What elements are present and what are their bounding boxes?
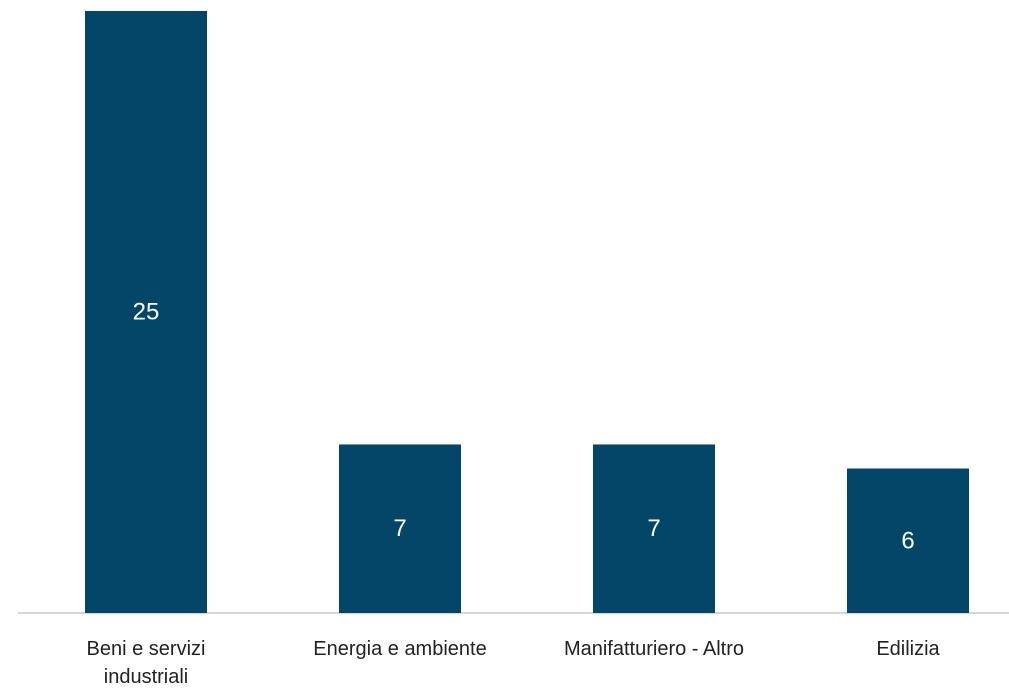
- category-label-0: Beni e servizi industriali: [87, 638, 206, 688]
- bar-2: [593, 444, 715, 613]
- category-label-2: Manifatturiero - Altro: [564, 638, 744, 660]
- category-label-line: Edilizia: [876, 638, 940, 660]
- category-label-line: Energia e ambiente: [313, 638, 486, 660]
- bar-value-label-0: 25: [133, 299, 160, 326]
- bar-value-label-1: 7: [393, 515, 406, 542]
- category-label-line: Manifatturiero - Altro: [564, 638, 744, 660]
- category-label-line: Beni e servizi: [87, 638, 206, 660]
- category-label-1: Energia e ambiente: [313, 638, 486, 660]
- bar-3: [847, 468, 969, 613]
- bar-1: [339, 444, 461, 613]
- bar-0: [85, 11, 207, 613]
- category-label-line: industriali: [104, 666, 188, 688]
- category-label-3: Edilizia: [876, 638, 940, 660]
- bar-value-label-2: 7: [647, 515, 660, 542]
- bar-value-label-3: 6: [901, 527, 914, 554]
